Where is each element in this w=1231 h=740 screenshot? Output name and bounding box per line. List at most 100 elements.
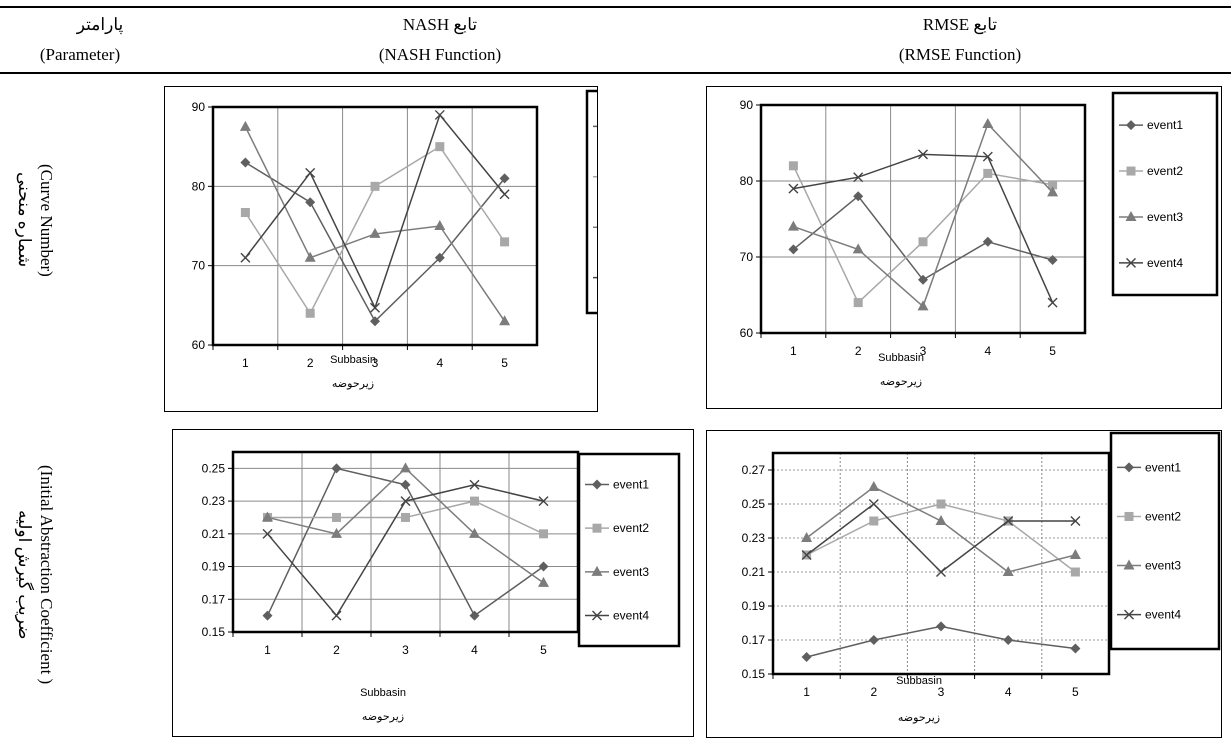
point-event4-2 xyxy=(331,610,342,621)
legend-label-event1: event1 xyxy=(1145,460,1181,474)
point-event2-3 xyxy=(401,512,410,522)
y-tick-label: 60 xyxy=(192,338,206,352)
point-event2-5 xyxy=(500,237,510,247)
y-tick-label: 0.17 xyxy=(742,633,766,647)
chart-panel-ia-rmse: 0.15 0.17 0.19 0.21 0.23 0.25 0.27 1 2 3 4 5 Subbasi… xyxy=(706,430,1222,738)
y-tick-label: 0.25 xyxy=(742,497,766,511)
point-event2-2 xyxy=(853,298,863,308)
series-line-event3 xyxy=(244,126,506,322)
point-event1-5 xyxy=(1070,643,1081,654)
point-event3-1 xyxy=(787,220,799,231)
point-event2-4 xyxy=(435,142,445,152)
legend-label-event4: event4 xyxy=(1145,608,1181,622)
x-tick-label: 5 xyxy=(1072,685,1079,699)
x-axis-label-fa: زیرحوضه xyxy=(898,712,940,724)
legend-marker-event1 xyxy=(1126,120,1136,131)
point-event4-3 xyxy=(370,302,380,313)
chart-panel-ia-nash: 0.15 0.17 0.19 0.21 0.23 0.25 1 2 3 4 5 Subbasin زیر… xyxy=(172,429,694,737)
table-header-rule xyxy=(0,72,1231,74)
x-tick-label: 5 xyxy=(501,356,508,370)
legend-label-event3: event3 xyxy=(1147,210,1183,224)
x-axis-label: Subbasin xyxy=(360,687,406,699)
y-tick-label: 0.17 xyxy=(202,592,226,606)
chart-panel-cn-nash: 6070809012345Subbasinزیرحوضهevent1event2… xyxy=(164,86,598,412)
legend-label-event4: event4 xyxy=(613,608,649,622)
point-event2-4 xyxy=(983,168,993,178)
point-event3-4 xyxy=(469,527,480,538)
point-event4-4 xyxy=(434,109,445,120)
x-axis-label: Subbasin xyxy=(878,352,924,364)
y-tick-label: 80 xyxy=(740,174,754,188)
x-tick-label: 3 xyxy=(938,685,945,699)
header-rmse-fa: تابع RMSE xyxy=(922,15,998,34)
x-tick-label: 4 xyxy=(984,344,991,358)
legend-marker-event4 xyxy=(1126,257,1136,268)
x-tick-label: 3 xyxy=(402,643,409,657)
point-event2-1 xyxy=(788,161,798,171)
y-tick-label: 0.27 xyxy=(742,463,766,477)
point-event4-3 xyxy=(918,149,928,160)
legend-marker-event4 xyxy=(592,610,602,621)
point-event4-3 xyxy=(400,496,411,507)
x-axis-label: Subbasin xyxy=(330,354,376,366)
legend-marker-event3 xyxy=(591,565,603,576)
point-event4-4 xyxy=(1003,516,1014,526)
point-event1-5 xyxy=(538,561,549,572)
legend-marker-event1 xyxy=(1124,462,1134,473)
point-event3-3 xyxy=(917,300,929,311)
plot-area-frame xyxy=(231,450,580,634)
point-event2-4 xyxy=(470,496,479,506)
point-event1-1 xyxy=(240,157,251,168)
x-axis-label: Subbasin xyxy=(896,675,942,687)
legend-label-event2: event2 xyxy=(1147,164,1183,178)
point-event4-5 xyxy=(538,496,549,507)
point-event1-1 xyxy=(262,610,273,621)
chart-cn-nash: 6070809012345Subbasinزیرحوضهevent1event2… xyxy=(192,89,597,390)
point-event3-2 xyxy=(852,243,864,254)
y-tick-label: 0.21 xyxy=(742,565,766,579)
point-event4-2 xyxy=(305,167,316,178)
point-event4-5 xyxy=(1070,516,1081,526)
y-tick-label: 0.15 xyxy=(202,625,226,639)
point-event2-5 xyxy=(539,529,548,539)
legend-marker-event1 xyxy=(592,479,602,490)
legend-box xyxy=(585,89,597,315)
x-axis-label-fa: زیرحوضه xyxy=(880,376,922,388)
y-tick-label: 0.23 xyxy=(742,531,766,545)
chart-cn-rmse: 60 70 80 90 1 2 3 4 5 Subbasin زیرحوضه event1 event2… xyxy=(740,91,1219,388)
legend-label-event4: event4 xyxy=(1147,256,1183,270)
legend-label-event1: event1 xyxy=(613,478,649,492)
y-tick-label: 0.23 xyxy=(202,494,226,508)
chart-ia-nash: 0.15 0.17 0.19 0.21 0.23 0.25 1 2 3 4 5 Subbasin زیر… xyxy=(202,450,681,723)
y-tick-label: 0.19 xyxy=(202,560,226,574)
point-event2-5 xyxy=(1070,567,1080,577)
y-tick-label: 70 xyxy=(740,250,754,264)
point-event1-3 xyxy=(370,316,380,327)
point-event4-1 xyxy=(262,528,273,539)
y-tick-label: 0.21 xyxy=(202,527,226,541)
y-tick-label: 90 xyxy=(740,98,754,112)
point-event4-5 xyxy=(1047,297,1058,308)
point-event1-3 xyxy=(918,274,928,285)
point-event3-4 xyxy=(434,220,446,230)
point-event1-4 xyxy=(982,236,993,247)
legend-label-event1: event1 xyxy=(1147,118,1183,132)
point-event3-1 xyxy=(801,532,813,542)
point-event3-5 xyxy=(1069,549,1081,559)
header-nash-fa: تابع NASH xyxy=(402,15,478,34)
x-tick-label: 1 xyxy=(790,344,797,358)
y-tick-label: 0.25 xyxy=(202,461,226,475)
legend-marker-event2 xyxy=(592,523,602,533)
point-event2-3 xyxy=(918,237,928,247)
point-event2-1 xyxy=(240,208,250,218)
point-event3-5 xyxy=(538,576,549,587)
y-tick-label: 0.19 xyxy=(742,599,766,613)
point-event1-3 xyxy=(936,621,946,632)
plot-area-frame xyxy=(771,451,1111,676)
x-axis-label-fa: زیرحوضه xyxy=(332,378,374,390)
point-event1-4 xyxy=(1003,635,1014,645)
y-tick-label: 90 xyxy=(192,100,206,114)
row-label-ia-en: (Initial Abstraction Coefficient ) xyxy=(37,464,56,685)
legend-label-event3: event3 xyxy=(613,565,649,579)
point-event4-3 xyxy=(936,567,946,577)
